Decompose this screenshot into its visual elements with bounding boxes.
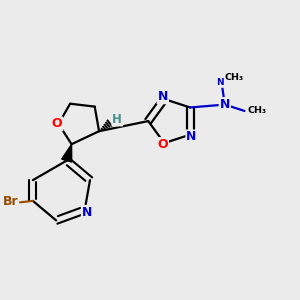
Text: N: N — [82, 206, 92, 219]
Text: N: N — [158, 90, 168, 103]
Text: H: H — [112, 112, 122, 125]
Text: Br: Br — [2, 195, 18, 208]
Text: N: N — [216, 78, 224, 87]
Text: O: O — [158, 138, 168, 151]
Text: CH₃: CH₃ — [248, 106, 266, 116]
Text: O: O — [52, 118, 62, 130]
Text: N: N — [186, 130, 197, 143]
Text: CH₃: CH₃ — [225, 73, 244, 82]
Text: N: N — [220, 98, 230, 111]
Polygon shape — [62, 144, 72, 162]
